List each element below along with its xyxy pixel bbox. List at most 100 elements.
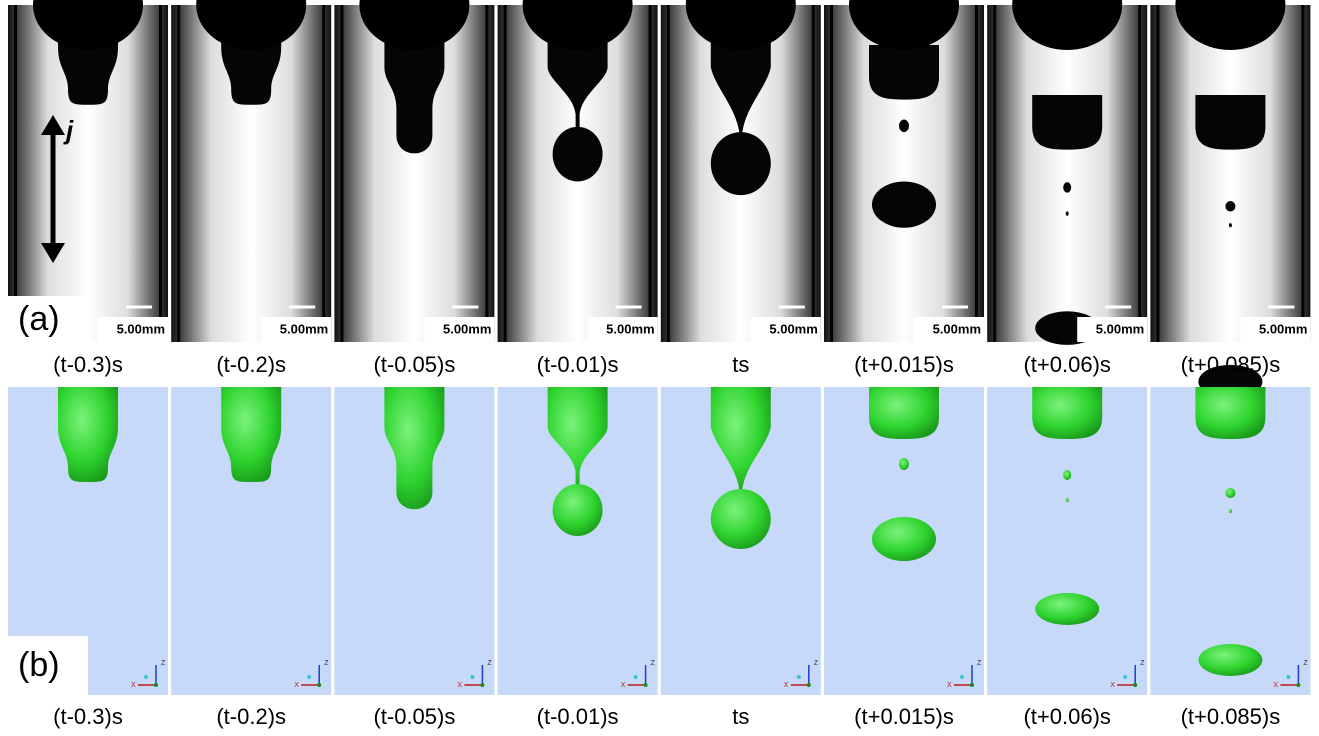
figure: 5.00mm(t-0.3)sZX(t-0.3)s5.00mm(t-0.2)sZX… <box>0 0 1319 736</box>
triad-origin <box>644 683 648 687</box>
photo-background <box>1150 5 1310 342</box>
triad-z-label: Z <box>814 660 819 667</box>
simulation-panel: ZX <box>334 387 494 695</box>
triad-x-label: X <box>621 682 626 689</box>
droplet <box>711 489 771 549</box>
simulation-panel: ZX <box>498 387 658 695</box>
triad-x-label: X <box>784 682 789 689</box>
simulation-panel: ZX <box>987 387 1147 695</box>
scale-bar-label: 5.00mm <box>606 321 654 336</box>
photo-panel: 5.00mm <box>824 0 984 342</box>
triad-y <box>1286 675 1290 679</box>
droplet <box>1225 201 1235 212</box>
time-label: (t-0.2)s <box>216 704 286 729</box>
photo-panel: 5.00mm <box>1150 0 1310 398</box>
triad-z-label: Z <box>651 660 656 667</box>
droplet <box>872 517 936 561</box>
triad-origin <box>1296 683 1300 687</box>
scale-bar-label: 5.00mm <box>443 321 491 336</box>
droplet <box>1063 470 1071 480</box>
time-label: (t-0.05)s <box>373 352 455 377</box>
tube-wall <box>159 5 162 342</box>
triad-x-label: X <box>1110 682 1115 689</box>
droplet <box>1195 387 1265 439</box>
droplet <box>1198 644 1262 676</box>
droplet <box>553 484 603 536</box>
tube-wall <box>975 5 978 342</box>
droplet <box>1063 182 1071 193</box>
time-label: (t-0.3)s <box>53 352 123 377</box>
triad-z-label: Z <box>977 660 982 667</box>
tube-wall <box>667 5 670 342</box>
time-label: (t+0.085)s <box>1181 704 1281 729</box>
tube-wall <box>177 5 180 342</box>
triad-y <box>144 675 148 679</box>
droplet <box>1032 387 1102 439</box>
simulation-panel: ZX <box>1150 387 1310 695</box>
triad-origin <box>970 683 974 687</box>
scale-bar-label: 5.00mm <box>1259 321 1307 336</box>
triad-y <box>307 675 311 679</box>
photo-panel: 5.00mm <box>661 0 821 342</box>
scale-bar-label: 5.00mm <box>1096 321 1144 336</box>
time-label: (t-0.3)s <box>53 704 123 729</box>
triad-y <box>797 675 801 679</box>
droplet <box>869 45 939 100</box>
droplet <box>1225 488 1235 498</box>
simulation-panel: ZX <box>171 387 331 695</box>
tube-wall <box>993 5 996 342</box>
triad-y <box>960 675 964 679</box>
time-label: (t-0.01)s <box>537 704 619 729</box>
time-label: (t+0.015)s <box>854 704 954 729</box>
tube-wall <box>485 5 488 342</box>
droplet <box>711 132 771 195</box>
triad-origin <box>1133 683 1137 687</box>
photo-panel: 5.00mm <box>171 0 331 342</box>
triad-y <box>634 675 638 679</box>
time-label: (t-0.01)s <box>537 352 619 377</box>
time-label: (t-0.2)s <box>216 352 286 377</box>
simulation-panel: ZX <box>824 387 984 695</box>
panel-label: (a) <box>18 300 60 338</box>
photo-panel: 5.00mm <box>8 0 168 342</box>
photo-panel: 5.00mm <box>334 0 494 342</box>
tube-wall <box>830 5 833 342</box>
scale-bar-label: 5.00mm <box>117 321 165 336</box>
photo-panel: 5.00mm <box>498 0 658 342</box>
photo-panel: 5.00mm <box>987 0 1147 345</box>
triad-y <box>470 675 474 679</box>
triad-x-label: X <box>294 682 299 689</box>
triad-x-label: X <box>131 682 136 689</box>
time-label: ts <box>732 352 749 377</box>
droplet <box>1229 223 1232 227</box>
time-label: ts <box>732 704 749 729</box>
triad-origin <box>807 683 811 687</box>
panels: 5.00mm(t-0.3)sZX(t-0.3)s5.00mm(t-0.2)sZX… <box>8 0 1310 729</box>
triad-z-label: Z <box>161 660 166 667</box>
droplet <box>1229 509 1232 513</box>
triad-z-label: Z <box>1140 660 1145 667</box>
droplet <box>872 182 936 228</box>
tube-wall <box>1138 5 1141 342</box>
tube-wall <box>1156 5 1159 342</box>
time-label: (t+0.085)s <box>1181 352 1281 377</box>
triad-x-label: X <box>457 682 462 689</box>
time-label: (t+0.06)s <box>1023 352 1110 377</box>
droplet <box>869 387 939 439</box>
time-label: (t+0.015)s <box>854 352 954 377</box>
triad-origin <box>480 683 484 687</box>
simulation-panel: ZX <box>661 387 821 695</box>
droplet <box>1032 95 1102 150</box>
triad-z-label: Z <box>487 660 492 667</box>
triad-origin <box>317 683 321 687</box>
tube-wall <box>649 5 652 342</box>
triad-x-label: X <box>1273 682 1278 689</box>
time-label: (t-0.05)s <box>373 704 455 729</box>
droplet <box>553 127 603 182</box>
droplet <box>1195 95 1265 150</box>
time-label: (t+0.06)s <box>1023 704 1110 729</box>
droplet <box>899 120 909 133</box>
tube-wall <box>14 5 17 342</box>
panel-label: (b) <box>18 646 60 684</box>
triad-y <box>1123 675 1127 679</box>
